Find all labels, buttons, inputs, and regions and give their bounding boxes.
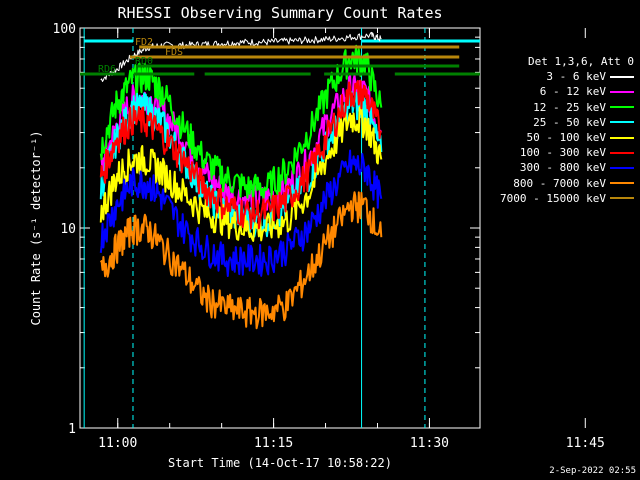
legend-entry-label: 100 - 300 keV xyxy=(519,146,606,160)
y-axis-label: Count Rate (s⁻¹ detector⁻¹) xyxy=(29,130,43,325)
legend-entry-label: 7000 - 15000 keV xyxy=(500,191,606,205)
legend-swatch xyxy=(610,121,634,124)
flag-label: FDS xyxy=(165,47,183,58)
legend-entry: 300 - 800 keV xyxy=(484,160,634,175)
footer-timestamp: 2-Sep-2022 02:55 xyxy=(549,466,636,476)
legend-entry: 6 - 12 keV xyxy=(484,84,634,99)
legend-entry-label: 300 - 800 keV xyxy=(519,161,606,175)
flag-label: RD0 xyxy=(135,56,153,67)
x-tick-label: 11:30 xyxy=(410,436,449,451)
series-line xyxy=(100,31,382,82)
y-tick-label: 1 xyxy=(68,422,76,437)
legend-entry-label: 25 - 50 keV xyxy=(533,115,606,129)
legend-swatch xyxy=(610,91,634,93)
legend-swatch xyxy=(610,167,634,170)
legend-entry: 100 - 300 keV xyxy=(484,145,634,160)
legend-entry: 3 - 6 keV xyxy=(484,69,634,84)
x-axis-label: Start Time (14-Oct-17 10:58:22) xyxy=(168,456,392,470)
legend-entry: 7000 - 15000 keV xyxy=(484,191,634,206)
x-tick-label: 11:45 xyxy=(566,436,605,451)
legend-swatch xyxy=(610,197,634,200)
legend-entry-label: 6 - 12 keV xyxy=(539,85,606,99)
legend-swatch xyxy=(610,182,634,185)
flag-label: FD2 xyxy=(135,37,153,48)
x-tick-label: 11:15 xyxy=(254,436,293,451)
legend-rows: 3 - 6 keV 6 - 12 keV 12 - 25 keV 25 - 50 ke… xyxy=(484,69,634,206)
legend-swatch xyxy=(610,75,634,78)
legend-swatch xyxy=(610,151,634,154)
series-line xyxy=(99,79,383,230)
legend-entry: 12 - 25 keV xyxy=(484,100,634,115)
legend-entry: 25 - 50 keV xyxy=(484,115,634,130)
legend-entry: 800 - 7000 keV xyxy=(484,176,634,191)
legend-entry-label: 50 - 100 keV xyxy=(526,131,606,145)
flag-label: RD6 xyxy=(98,64,116,75)
y-tick-label: 10 xyxy=(60,222,76,237)
legend-entry-label: 12 - 25 keV xyxy=(533,100,606,114)
series-line xyxy=(99,44,383,202)
legend-title: Det 1,3,6, Att 0 xyxy=(528,55,634,68)
legend-entry-label: 800 - 7000 keV xyxy=(513,176,606,190)
legend-entry: 50 - 100 keV xyxy=(484,130,634,145)
chart-marks: 11010011:0011:1511:3011:4512:0012:1512:3… xyxy=(53,22,605,451)
legend-swatch xyxy=(610,136,634,139)
legend-entry-label: 3 - 6 keV xyxy=(546,70,606,84)
chart-title: RHESSI Observing Summary Count Rates xyxy=(117,4,442,22)
series-line xyxy=(99,149,383,277)
legend: Det 1,3,6, Att 0 3 - 6 keV 6 - 12 keV 12 -… xyxy=(484,54,634,206)
series-line xyxy=(99,191,383,330)
x-tick-label: 11:00 xyxy=(98,436,137,451)
legend-swatch xyxy=(610,106,634,109)
y-tick-label: 100 xyxy=(53,22,76,37)
